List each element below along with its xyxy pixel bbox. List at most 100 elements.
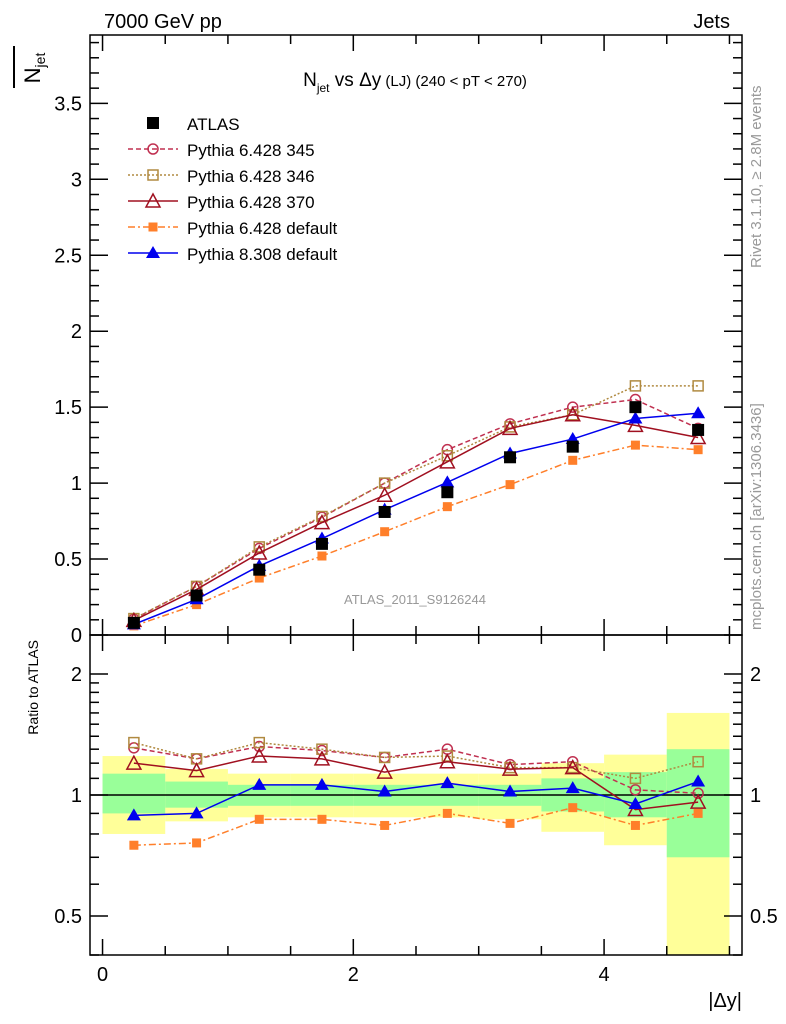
y-label-sub: jet [32, 53, 48, 69]
data-point [439, 453, 456, 469]
x-tick-label: 0 [97, 964, 108, 986]
y-tick-label: 2.5 [54, 245, 82, 267]
x-tick-label: 4 [599, 964, 610, 986]
series-atlas [127, 401, 705, 629]
ratio-point [501, 760, 519, 776]
data-point [566, 408, 579, 421]
data-point [628, 411, 643, 424]
ratio-point [693, 808, 703, 818]
legend-marker [144, 192, 162, 208]
legend-entry: ATLAS [147, 115, 240, 134]
stat-band-bin [102, 773, 166, 814]
legend-entry: Pythia 6.428 default [128, 219, 338, 238]
data-point [253, 541, 266, 553]
ratio-point [126, 808, 141, 821]
ratio-y-tick-label-right: 2 [750, 664, 761, 686]
data-point [378, 505, 391, 518]
y-label-main: N [20, 67, 45, 83]
data-point [376, 486, 393, 503]
y-tick-label: 1.5 [54, 397, 82, 419]
legend-label: Pythia 6.428 default [187, 219, 338, 238]
data-point [380, 527, 390, 537]
ratio-axis-label: Ratio to ATLAS [25, 640, 41, 735]
ratio-point [566, 755, 579, 768]
ratio-point [503, 784, 518, 797]
y-axis-label: Njet [13, 46, 48, 88]
data-point [627, 416, 644, 433]
ratio-point [564, 759, 581, 775]
data-point [568, 455, 578, 465]
data-point [564, 406, 581, 422]
ratio-series [125, 747, 707, 817]
ratio-point [627, 800, 644, 817]
ratio-point [439, 753, 456, 769]
ratio-point [376, 763, 393, 779]
data-point [127, 616, 140, 629]
series-pythia-6-428-346 [128, 380, 704, 625]
ratio-point [442, 808, 452, 818]
ratio-bands [90, 712, 742, 955]
data-point [691, 406, 706, 419]
legend-marker [147, 169, 159, 181]
legend-entry: Pythia 6.428 370 [128, 192, 315, 212]
data-point [192, 600, 202, 610]
data-point [692, 423, 705, 436]
series-line [133, 385, 699, 620]
rivet-label: Rivet 3.1.10, ≥ 2.8M events [748, 86, 765, 269]
ratio-point [565, 781, 580, 794]
data-point [629, 380, 642, 392]
ratio-point [689, 793, 707, 809]
ratio-line [133, 780, 699, 817]
data-point [442, 502, 452, 512]
ratio-point [377, 784, 392, 797]
series-layer [125, 380, 707, 850]
stat-band-bin [666, 749, 730, 858]
ratio-point [313, 750, 331, 766]
ratio-point [692, 755, 704, 768]
ratio-point [192, 838, 202, 848]
y-tick-label: 1 [71, 473, 82, 495]
data-point [629, 401, 642, 414]
data-point [190, 589, 203, 602]
plot-title: Njet vs Δy (LJ) (240 < pT < 270) [303, 70, 527, 95]
legend-entry: Pythia 6.428 346 [128, 167, 315, 186]
data-point [253, 563, 266, 576]
y-tick-label: 2 [71, 321, 82, 343]
data-point [316, 510, 328, 523]
ratio-y-tick-label: 0.5 [54, 906, 82, 928]
data-point [566, 440, 579, 453]
ratio-y-tick-label-right: 0.5 [750, 906, 778, 928]
ratio-point [691, 774, 706, 787]
legend-entry: Pythia 8.308 default [128, 245, 338, 264]
ratio-point [440, 776, 455, 789]
y-tick-label: 0 [71, 625, 82, 647]
ratio-line [133, 806, 699, 846]
y-tick-label: 0.5 [54, 549, 82, 571]
ratio-point [189, 806, 204, 819]
series-line [133, 413, 699, 622]
data-point [501, 419, 519, 436]
ratio-y-tick-label-right: 1 [750, 785, 761, 807]
analysis-watermark: ATLAS_2011_S9126244 [344, 592, 486, 607]
data-point [315, 537, 328, 550]
ratio-point [628, 796, 643, 809]
ratio-point [314, 777, 329, 790]
ratio-y-tick-label: 1 [71, 785, 82, 807]
series-pythia-6-428-default [129, 440, 703, 631]
axes: 0 2 4 0 0.5 1 1.5 2 2.5 3 3.5 0.5 0.5 1 1 2 2 [54, 34, 778, 986]
data-point [317, 551, 327, 561]
data-point [254, 573, 264, 583]
data-point [566, 401, 579, 413]
ratio-y-tick-label: 2 [71, 664, 82, 686]
ratio-point [505, 818, 515, 828]
series-line [133, 444, 699, 627]
ratio-point [692, 787, 704, 800]
data-point [504, 451, 517, 464]
x-tick-label: 2 [348, 964, 359, 986]
ratio-point [129, 840, 139, 850]
legend-label: ATLAS [187, 115, 240, 134]
ratio-point [629, 784, 642, 796]
ratio-point [188, 762, 205, 778]
data-point [689, 428, 707, 445]
data-point [441, 450, 454, 462]
